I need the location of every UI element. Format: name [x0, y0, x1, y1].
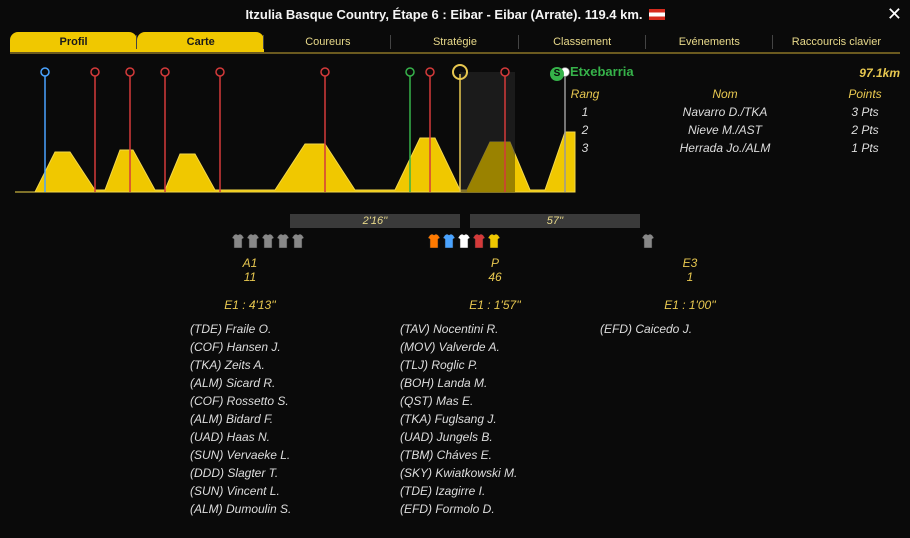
close-icon[interactable]: ✕	[887, 4, 902, 25]
col-name: Nom	[620, 85, 830, 103]
rider-item[interactable]: (COF) Hansen J.	[190, 338, 390, 356]
group-gap: E1 : 1'57''	[390, 298, 600, 312]
sprint-name: SEtxebarria	[550, 64, 634, 81]
titlebar: Itzulia Basque Country, Étape 6 : Eibar …	[0, 0, 910, 28]
rider-item[interactable]: (SUN) Vincent L.	[190, 482, 390, 500]
rider-item[interactable]: (TLJ) Roglic P.	[400, 356, 600, 374]
tab-raccourcis-clavier[interactable]: Raccourcis clavier	[773, 32, 900, 53]
rider-col-e3: (EFD) Caicedo J.	[600, 320, 780, 518]
col-rank: Rang	[550, 85, 620, 103]
tab-coureurs[interactable]: Coureurs	[264, 32, 391, 53]
sprint-table-head: Rang Nom Points	[550, 85, 900, 103]
rider-item[interactable]: (COF) Rossetto S.	[190, 392, 390, 410]
flag-icon	[649, 9, 665, 20]
group-count: 11	[110, 270, 390, 284]
rider-col-p: (TAV) Nocentini R.(MOV) Valverde A.(TLJ)…	[390, 320, 600, 518]
jersey-group	[232, 234, 304, 248]
group-e3[interactable]: E3 1 E1 : 1'00''	[600, 256, 780, 312]
group-label: E3	[600, 256, 780, 270]
rider-item[interactable]: (ALM) Bidard F.	[190, 410, 390, 428]
group-count: 46	[390, 270, 600, 284]
stage-title: Itzulia Basque Country, Étape 6 : Eibar …	[245, 7, 642, 22]
rider-item[interactable]: (ALM) Dumoulin S.	[190, 500, 390, 518]
jersey-row	[10, 234, 900, 252]
sprint-row: 1 Navarro D./TKA 3 Pts	[550, 103, 900, 121]
tab-evénements[interactable]: Evénements	[646, 32, 773, 53]
tab-bar: ProfilCarteCoureursStratégieClassementEv…	[10, 32, 900, 54]
rider-item[interactable]: (ALM) Sicard R.	[190, 374, 390, 392]
col-pts: Points	[830, 85, 900, 103]
rider-item[interactable]: (UAD) Haas N.	[190, 428, 390, 446]
sprint-distance: 97.1km	[859, 66, 900, 80]
group-label: P	[390, 256, 600, 270]
group-p[interactable]: P 46 E1 : 1'57''	[390, 256, 600, 312]
group-count: 1	[600, 270, 780, 284]
rider-item[interactable]: (SUN) Vervaeke L.	[190, 446, 390, 464]
tab-profil[interactable]: Profil	[10, 32, 137, 53]
tab-carte[interactable]: Carte	[137, 32, 264, 53]
rider-item[interactable]: (EFD) Caicedo J.	[600, 320, 780, 338]
group-label: A1	[110, 256, 390, 270]
rider-item[interactable]: (BOH) Landa M.	[400, 374, 600, 392]
group-gap: E1 : 4'13''	[110, 298, 390, 312]
rider-item[interactable]: (TKA) Fuglsang J.	[400, 410, 600, 428]
rider-item[interactable]: (TBM) Cháves E.	[400, 446, 600, 464]
gap-bar: 57''	[470, 214, 640, 228]
rider-lists: (TDE) Fraile O.(COF) Hansen J.(TKA) Zeit…	[10, 320, 900, 518]
tab-stratégie[interactable]: Stratégie	[391, 32, 518, 53]
gap-bar: 2'16''	[290, 214, 460, 228]
sprint-row: 2 Nieve M./AST 2 Pts	[550, 121, 900, 139]
jersey-group	[642, 234, 654, 248]
rider-item[interactable]: (SKY) Kwiatkowski M.	[400, 464, 600, 482]
rider-item[interactable]: (QST) Mas E.	[400, 392, 600, 410]
gap-bars: 2'16'' 57''	[10, 214, 900, 232]
rider-item[interactable]: (DDD) Slagter T.	[190, 464, 390, 482]
group-gap: E1 : 1'00''	[600, 298, 780, 312]
sprint-header: SEtxebarria 97.1km	[550, 64, 900, 81]
group-a1[interactable]: A1 11 E1 : 4'13''	[110, 256, 390, 312]
rider-item[interactable]: (TDE) Fraile O.	[190, 320, 390, 338]
rider-item[interactable]: (UAD) Jungels B.	[400, 428, 600, 446]
groups-row: A1 11 E1 : 4'13''P 46 E1 : 1'57''E3 1 E1…	[10, 256, 900, 312]
rider-item[interactable]: (TAV) Nocentini R.	[400, 320, 600, 338]
jersey-group	[428, 234, 500, 248]
rider-item[interactable]: (MOV) Valverde A.	[400, 338, 600, 356]
rider-item[interactable]: (TDE) Izagirre I.	[400, 482, 600, 500]
rider-item[interactable]: (TKA) Zeits A.	[190, 356, 390, 374]
rider-col-a1: (TDE) Fraile O.(COF) Hansen J.(TKA) Zeit…	[110, 320, 390, 518]
sprint-panel: SEtxebarria 97.1km Rang Nom Points 1 Nav…	[550, 64, 900, 157]
tab-classement[interactable]: Classement	[519, 32, 646, 53]
sprint-icon: S	[550, 67, 564, 81]
sprint-row: 3 Herrada Jo./ALM 1 Pts	[550, 139, 900, 157]
rider-item[interactable]: (EFD) Formolo D.	[400, 500, 600, 518]
